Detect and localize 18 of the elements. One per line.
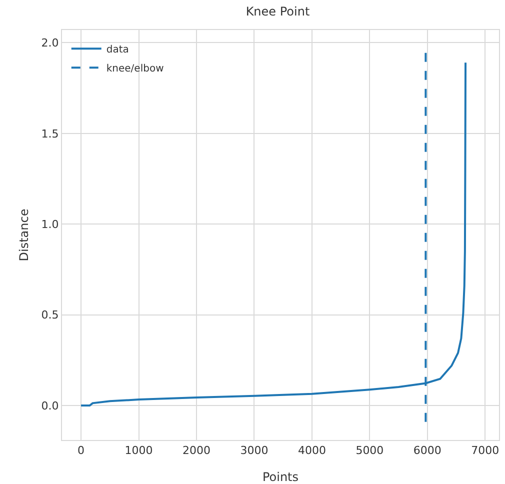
x-tick-label: 5000 <box>356 444 384 458</box>
x-tick-label: 2000 <box>182 444 211 458</box>
y-tick-label: 0.5 <box>41 308 59 322</box>
x-tick-label: 6000 <box>413 444 442 458</box>
x-tick-label: 3000 <box>240 444 268 458</box>
legend-label: data <box>106 44 129 56</box>
x-tick-label: 4000 <box>298 444 326 458</box>
y-tick-label: 2.0 <box>41 36 59 50</box>
y-tick-label: 1.5 <box>41 127 59 140</box>
x-tick-label: 1000 <box>124 444 153 458</box>
x-tick-label: 7000 <box>471 444 500 458</box>
y-tick-label: 1.0 <box>41 218 59 231</box>
y-axis-title: Distance <box>17 208 31 262</box>
x-axis-title: Points <box>262 470 299 484</box>
chart-title: Knee Point <box>246 4 310 19</box>
legend-label: knee/elbow <box>106 64 164 74</box>
x-tick-label: 0 <box>78 444 85 458</box>
y-tick-label: 0.0 <box>41 399 59 412</box>
